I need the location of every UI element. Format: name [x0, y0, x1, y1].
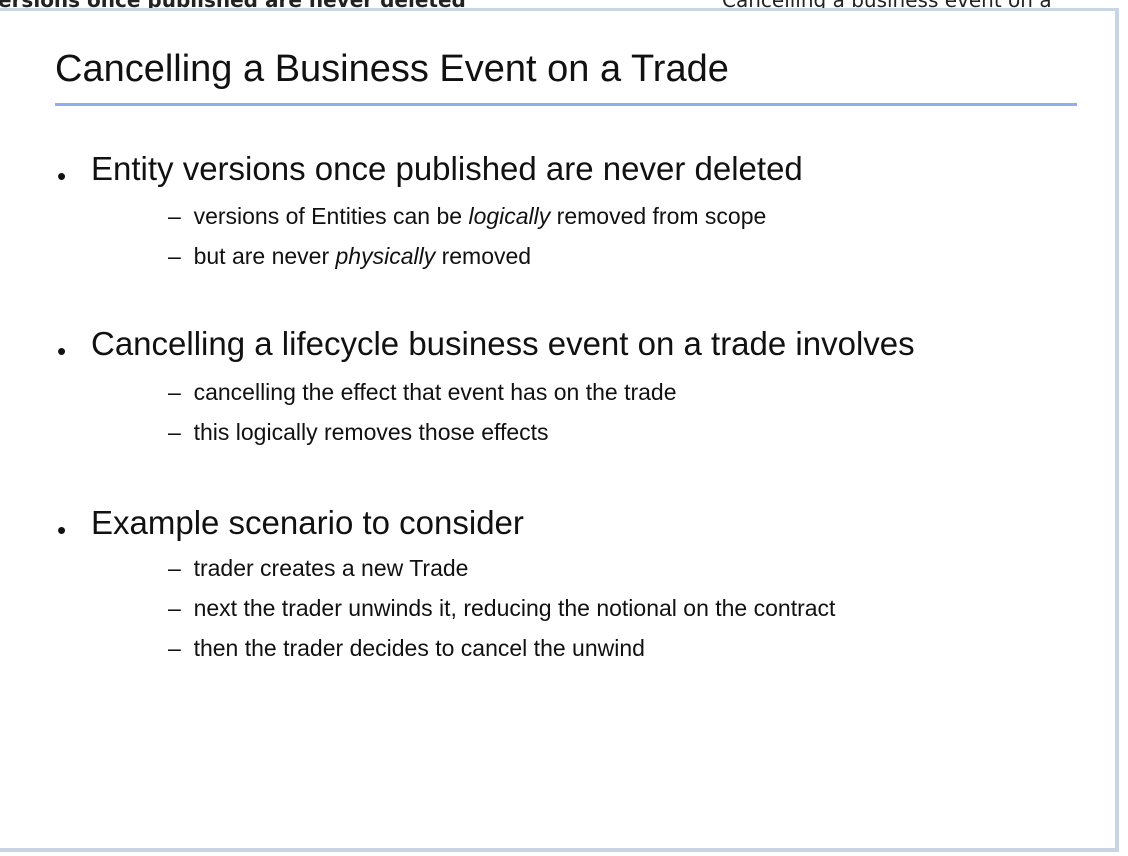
sub-bullet-marker: –: [168, 243, 181, 269]
sub-bullet-text-post: removed from scope: [550, 203, 767, 229]
sub-bullet-text-pre: then the trader decides to cancel the un…: [193, 635, 645, 661]
sub-bullet-text-emphasis: logically: [468, 203, 551, 229]
sub-bullet-marker: –: [168, 555, 181, 581]
bullet-text: Cancelling a lifecycle business event on…: [91, 325, 915, 362]
sub-bullet-marker: –: [168, 203, 181, 229]
sub-bullet-text-pre: cancelling the effect that event has on …: [193, 379, 677, 405]
sub-bullet-marker: –: [168, 635, 181, 661]
bullet-text: Example scenario to consider: [91, 504, 524, 541]
sub-bullet-text-post: removed: [435, 243, 532, 269]
sub-bullet-item: – then the trader decides to cancel the …: [168, 633, 645, 663]
sub-bullet-marker: –: [168, 419, 181, 445]
sub-bullet-text-pre: but are never: [193, 243, 336, 269]
sub-bullet-item: – this logically removes those effects: [168, 417, 549, 447]
sub-bullet-item: – but are never physically removed: [168, 241, 531, 271]
sub-bullet-marker: –: [168, 595, 181, 621]
bullet-marker: •: [57, 336, 67, 366]
slide-title: Cancelling a Business Event on a Trade: [55, 48, 729, 90]
sub-bullet-item: – versions of Entities can be logically …: [168, 201, 766, 231]
sub-bullet-item: – next the trader unwinds it, reducing t…: [168, 593, 835, 623]
sub-bullet-text-pre: next the trader unwinds it, reducing the…: [193, 595, 836, 621]
bullet-marker: •: [57, 515, 67, 545]
bullet-marker: •: [57, 161, 67, 191]
sub-bullet-marker: –: [168, 379, 181, 405]
sub-bullet-item: – trader creates a new Trade: [168, 553, 468, 583]
sub-bullet-text-pre: trader creates a new Trade: [193, 555, 469, 581]
sub-bullet-text-emphasis: physically: [335, 243, 436, 269]
sub-bullet-text-pre: versions of Entities can be: [193, 203, 469, 229]
sub-bullet-text-pre: this logically removes those effects: [193, 419, 549, 445]
bullet-text: Entity versions once published are never…: [91, 150, 803, 187]
slide-frame: Cancelling a Business Event on a Trade •…: [0, 8, 1119, 852]
sub-bullet-item: – cancelling the effect that event has o…: [168, 377, 677, 407]
title-underline: [55, 103, 1077, 106]
